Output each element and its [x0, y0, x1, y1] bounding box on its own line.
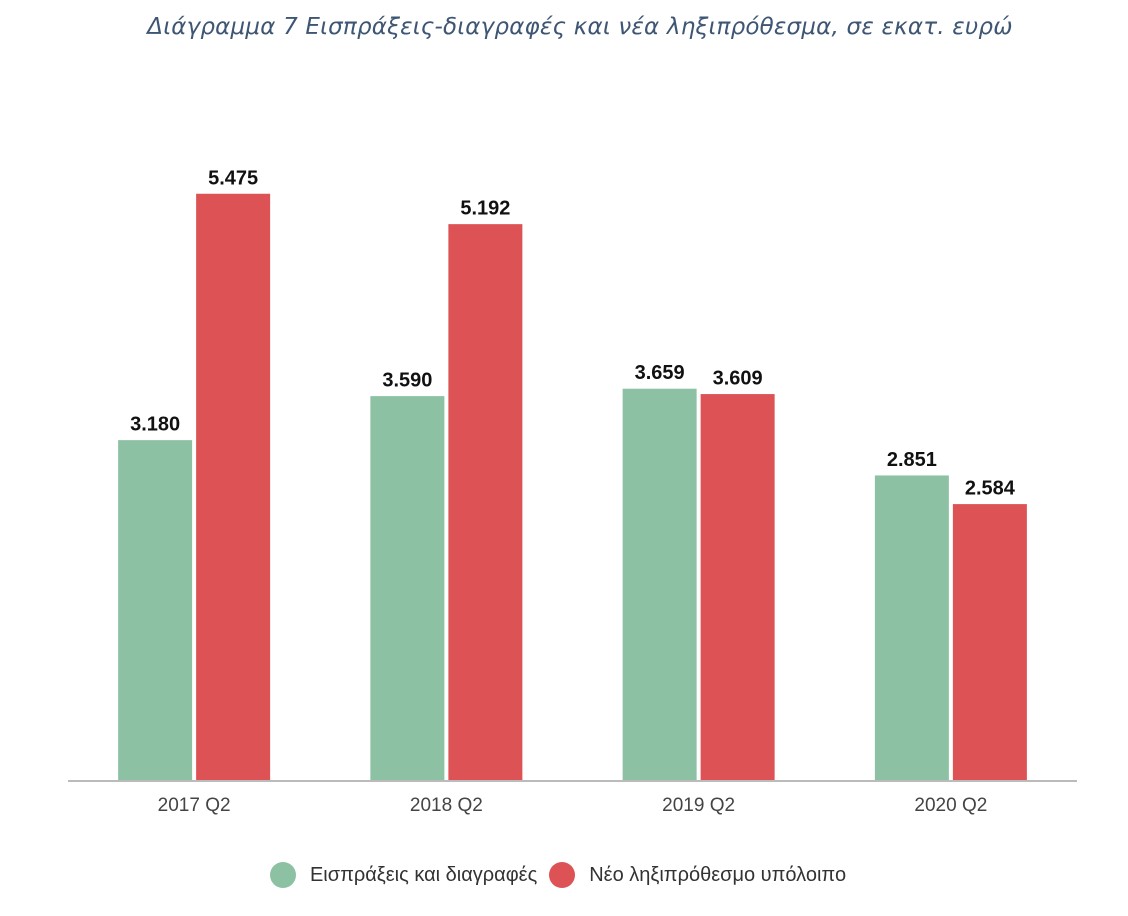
- bar-1-2020-q2: [873, 474, 950, 782]
- legend-label-series-2: Νέο ληξιπρόθεσμο υπόλοιπο: [589, 863, 847, 886]
- legend-item-series-1: Εισπράξεις και διαγραφές: [269, 862, 538, 888]
- x-tick-label: 2017 Q2: [158, 795, 231, 816]
- legend-label-series-1: Εισπράξεις και διαγραφές: [309, 863, 538, 886]
- legend-item-series-2: Νέο ληξιπρόθεσμο υπόλοιπο: [549, 862, 846, 888]
- chart-legend: Εισπράξεις και διαγραφές Νέο ληξιπρόθεσμ…: [0, 862, 1128, 888]
- bar-2-2017-q2: [195, 192, 272, 782]
- bar-1-2019-q2: [621, 387, 698, 782]
- x-tick-label: 2018 Q2: [410, 795, 483, 816]
- bar-2-2020-q2: [951, 503, 1028, 782]
- bar-2-2019-q2: [699, 393, 776, 782]
- data-label: 3.180: [130, 414, 180, 436]
- data-label: 3.590: [382, 370, 432, 392]
- chart-title: Διάγραμμα 7 Εισπράξεις-διαγραφές και νέα…: [147, 14, 1013, 40]
- bar-1-2017-q2: [117, 439, 194, 782]
- data-label: 2.851: [887, 449, 937, 471]
- x-tick-label: 2019 Q2: [662, 795, 735, 816]
- bar-1-2018-q2: [369, 395, 446, 782]
- data-label: 5.475: [208, 167, 258, 189]
- legend-swatch-series-2: [549, 862, 576, 888]
- data-label: 3.609: [713, 368, 763, 390]
- legend-swatch-series-1: [269, 862, 296, 888]
- data-label: 3.659: [635, 362, 685, 384]
- data-label: 2.584: [965, 478, 1016, 500]
- bar-2-2018-q2: [447, 223, 524, 782]
- x-tick-label: 2020 Q2: [914, 795, 987, 816]
- data-label: 5.192: [460, 198, 510, 220]
